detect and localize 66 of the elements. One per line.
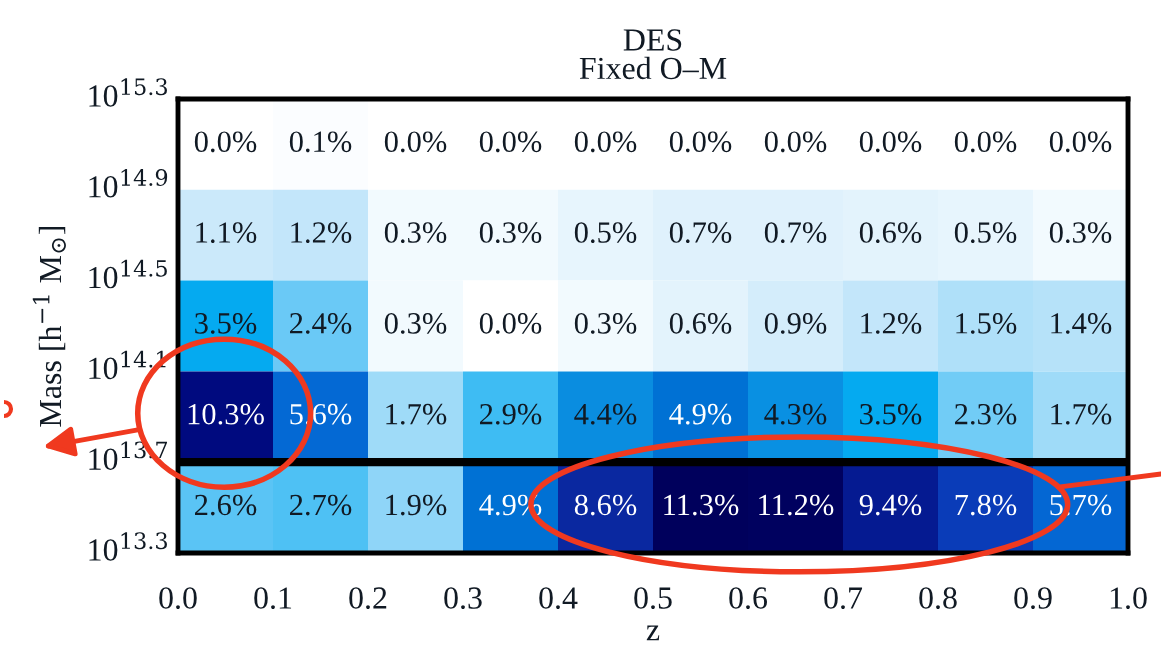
x-tick-label: 0.7 xyxy=(824,587,863,609)
text: 10$^{14.9}$ xyxy=(89,169,168,198)
data-label: 11.2% xyxy=(759,494,834,516)
x-axis-title: z xyxy=(646,625,660,641)
data-label: 9.4% xyxy=(859,494,922,516)
data-label: 0.3% xyxy=(384,313,447,334)
text: 10$^{15.3}$ xyxy=(89,78,167,107)
data-label: 0.5% xyxy=(574,222,637,243)
x-tick-label: 0.3 xyxy=(444,587,482,609)
data-label: 1.2% xyxy=(291,222,352,243)
data-label: 0.5% xyxy=(954,222,1017,243)
data-label: 1.7% xyxy=(386,403,447,425)
text: 10$^{13.3}$ xyxy=(89,532,167,561)
data-label: 0.3% xyxy=(574,313,637,334)
data-label: 0.0% xyxy=(954,131,1017,153)
data-label: 0.0% xyxy=(384,131,447,153)
data-label: 4.9% xyxy=(669,403,732,425)
data-label: 1.9% xyxy=(386,494,447,516)
x-tick-label: 0.2 xyxy=(349,587,387,609)
x-tick-label: 0.9 xyxy=(1014,587,1052,609)
data-label: 0.7% xyxy=(669,222,732,243)
data-label: 3.5% xyxy=(860,403,922,425)
data-label: 2.3% xyxy=(955,403,1017,425)
chart-title: DES xyxy=(623,29,682,51)
data-label: 2.6% xyxy=(195,494,257,516)
x-tick-label: 1.0 xyxy=(1110,587,1147,609)
data-label: 2.7% xyxy=(290,494,352,516)
y-axis-title: Mass [h$^{−1}$ M$_{⊙}$] xyxy=(32,226,66,427)
data-label: 1.1% xyxy=(196,222,257,243)
data-label: 1.7% xyxy=(1051,403,1112,425)
data-label: 0.3% xyxy=(384,222,447,243)
data-label: 2.4% xyxy=(290,313,352,334)
data-label: 1.5% xyxy=(956,313,1017,334)
data-label: 0.6% xyxy=(669,313,732,334)
text: 10$^{14.5}$ xyxy=(89,259,167,289)
data-label: 0.0% xyxy=(669,131,732,153)
data-label: 10.3% xyxy=(188,403,264,425)
data-label: 11.3% xyxy=(664,494,739,516)
data-label: 0.3% xyxy=(479,222,542,243)
data-label: 0.0% xyxy=(194,131,257,153)
chart-subtitle: Fixed O–M xyxy=(579,56,727,80)
x-tick-label: 0.5 xyxy=(634,587,672,609)
data-label: 7.8% xyxy=(955,494,1017,516)
data-label: 4.3% xyxy=(764,403,827,425)
data-label: 0.0% xyxy=(1049,131,1112,153)
x-tick-label: 0.1 xyxy=(254,587,292,609)
x-tick-label: 0.8 xyxy=(919,587,957,609)
x-tick-label: 0.0 xyxy=(159,587,197,609)
data-label: 3.5% xyxy=(195,313,257,334)
data-label: 1.2% xyxy=(861,313,922,334)
data-label: 0.0% xyxy=(574,131,637,153)
data-label: 0.0% xyxy=(479,313,542,334)
data-label: 2.9% xyxy=(480,403,542,425)
data-label: 0.1% xyxy=(289,131,352,153)
data-label: 0.7% xyxy=(764,222,827,243)
x-tick-label: 0.4 xyxy=(539,587,578,609)
data-label: 1.4% xyxy=(1051,313,1112,334)
data-label: 0.9% xyxy=(764,313,827,334)
x-tick-label: 0.6 xyxy=(729,587,768,609)
data-label: 0.6% xyxy=(859,222,922,243)
data-label: 0.0% xyxy=(479,131,542,153)
data-label: 0.0% xyxy=(859,131,922,153)
data-label: 0.0% xyxy=(764,131,827,153)
data-label: 8.6% xyxy=(574,494,637,516)
data-label: 0.3% xyxy=(1049,222,1112,243)
data-label: 4.4% xyxy=(574,403,637,425)
